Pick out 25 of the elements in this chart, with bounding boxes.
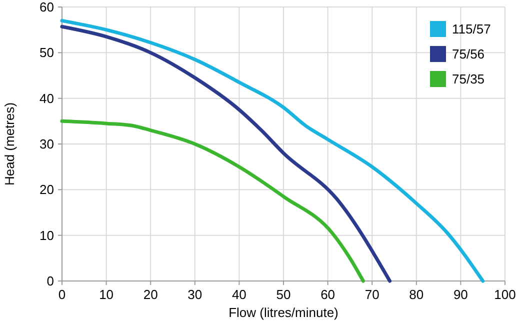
x-tick-label: 100 (494, 287, 516, 302)
x-tick-label: 30 (188, 287, 202, 302)
y-tick-label: 0 (46, 274, 54, 289)
x-tick-label: 0 (58, 287, 66, 302)
x-tick-label: 40 (232, 287, 246, 302)
x-tick-label: 90 (453, 287, 468, 302)
x-tick-label: 80 (409, 287, 424, 302)
legend-label: 75/56 (452, 46, 485, 62)
x-tick-label: 60 (320, 287, 336, 302)
line-series (60, 24, 392, 283)
x-axis-title: Flow (litres/minute) (228, 305, 338, 320)
y-tick-label: 30 (40, 136, 54, 152)
legend-label: 75/35 (452, 72, 485, 87)
y-tick-label: 60 (40, 0, 54, 15)
x-tick-label: 50 (276, 287, 291, 302)
line-series (60, 119, 365, 283)
y-tick-label: 20 (40, 182, 54, 198)
x-tick-label: 20 (143, 287, 158, 302)
y-axis-title: Head (metres) (2, 102, 17, 186)
x-tick-label: 10 (99, 287, 114, 302)
y-tick-label: 10 (40, 228, 54, 243)
y-tick-label: 40 (40, 90, 54, 106)
y-tick-label: 50 (40, 45, 54, 60)
legend-label: 115/57 (452, 22, 491, 37)
x-tick-label: 70 (364, 287, 380, 302)
